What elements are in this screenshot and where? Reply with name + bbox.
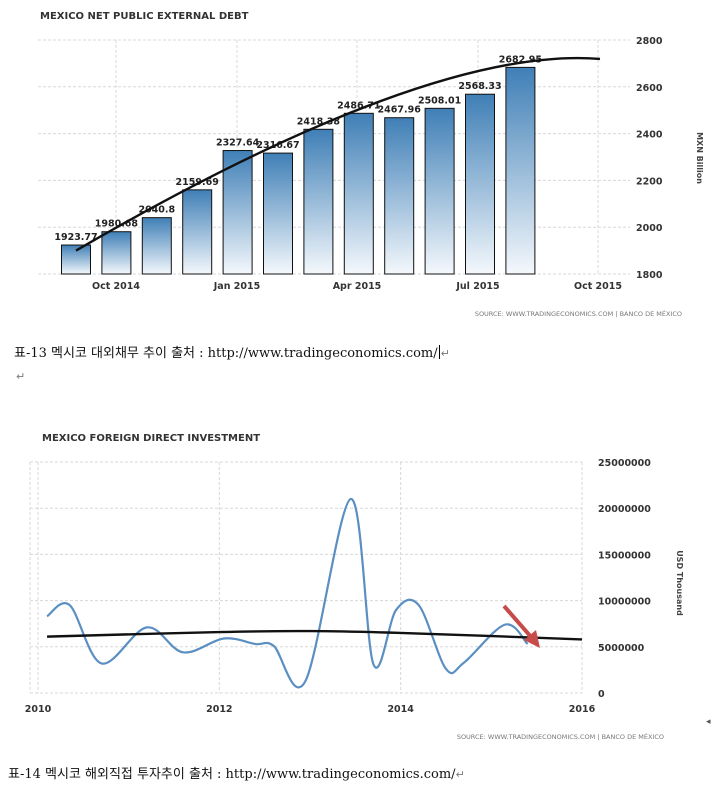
caption-debt: 표-13 멕시코 대외채무 추이 출처 : http://www.trading… — [14, 342, 450, 361]
return-mark: ↵ — [455, 768, 465, 781]
y-tick-label: 10000000 — [598, 597, 651, 608]
data-label: 2316.67 — [256, 140, 299, 151]
text-cursor — [438, 345, 440, 359]
y-axis-label: MXN Billion — [695, 132, 704, 184]
bar — [465, 93, 495, 275]
bar — [303, 128, 334, 275]
x-tick-label: Oct 2014 — [92, 281, 140, 292]
y-axis-label: USD Thousand — [675, 550, 684, 616]
trend-line — [75, 56, 601, 252]
red-arrow-icon — [524, 630, 540, 648]
y-tick-label: 2200 — [636, 176, 663, 187]
y-tick-label: 2000 — [636, 223, 663, 234]
data-series-line — [46, 497, 529, 689]
chart-title: MEXICO NET PUBLIC EXTERNAL DEBT — [40, 11, 249, 22]
y-tick-label: 25000000 — [598, 458, 651, 469]
edge-marker-icon: ◂ — [706, 717, 711, 727]
bar — [384, 117, 415, 275]
bar — [141, 217, 172, 275]
chart-title: MEXICO FOREIGN DIRECT INVESTMENT — [42, 433, 260, 444]
data-label: 2508.01 — [418, 95, 461, 106]
caption-fdi-text: 표-14 멕시코 해외직접 투자추이 출처 : http://www.tradi… — [8, 767, 456, 782]
bar — [222, 150, 253, 275]
x-tick-label: Jul 2015 — [455, 281, 499, 292]
x-tick-label: Apr 2015 — [333, 281, 382, 292]
empty-paragraph-mark: ↵ — [16, 370, 26, 383]
source-note: SOURCE: WWW.TRADINGECONOMICS.COM | BANCO… — [457, 732, 664, 741]
data-label: 2486.71 — [337, 100, 380, 111]
bar — [263, 152, 293, 275]
x-tick-label: 2014 — [387, 704, 414, 715]
x-tick-label: 2010 — [25, 704, 52, 715]
y-tick-label: 2800 — [636, 36, 663, 47]
y-tick-label: 5000000 — [598, 643, 645, 654]
source-note: SOURCE: WWW.TRADINGECONOMICS.COM | BANCO… — [475, 309, 682, 318]
bar — [101, 231, 132, 275]
caption-debt-text: 표-13 멕시코 대외채무 추이 출처 : http://www.trading… — [14, 346, 438, 361]
bar — [505, 66, 536, 275]
data-label: 2682.95 — [499, 54, 542, 65]
x-tick-label: Jan 2015 — [213, 281, 260, 292]
data-label: 2568.33 — [458, 81, 501, 92]
data-label: 1980.68 — [95, 219, 139, 230]
data-label: 2159.69 — [176, 177, 219, 188]
y-tick-label: 2600 — [636, 83, 663, 94]
y-tick-label: 20000000 — [598, 504, 651, 515]
data-label: 2418.38 — [297, 116, 341, 127]
data-label: 2040.8 — [138, 205, 175, 216]
data-label: 2467.96 — [378, 105, 422, 116]
x-tick-label: 2016 — [569, 704, 596, 715]
data-label: 1923.77 — [54, 232, 97, 243]
return-mark: ↵ — [440, 347, 450, 360]
x-tick-label: 2012 — [206, 704, 232, 715]
bar — [343, 112, 374, 275]
data-label: 2327.64 — [216, 138, 260, 149]
bar — [424, 107, 455, 275]
bar — [182, 189, 213, 275]
y-tick-label: 0 — [598, 689, 605, 700]
y-tick-label: 2400 — [636, 130, 663, 141]
red-arrow-shaft — [502, 604, 534, 640]
y-tick-label: 15000000 — [598, 550, 651, 561]
caption-fdi: 표-14 멕시코 해외직접 투자추이 출처 : http://www.tradi… — [8, 763, 465, 782]
y-tick-label: 1800 — [636, 270, 663, 281]
trend-line — [47, 629, 583, 641]
x-tick-label: Oct 2015 — [574, 281, 622, 292]
